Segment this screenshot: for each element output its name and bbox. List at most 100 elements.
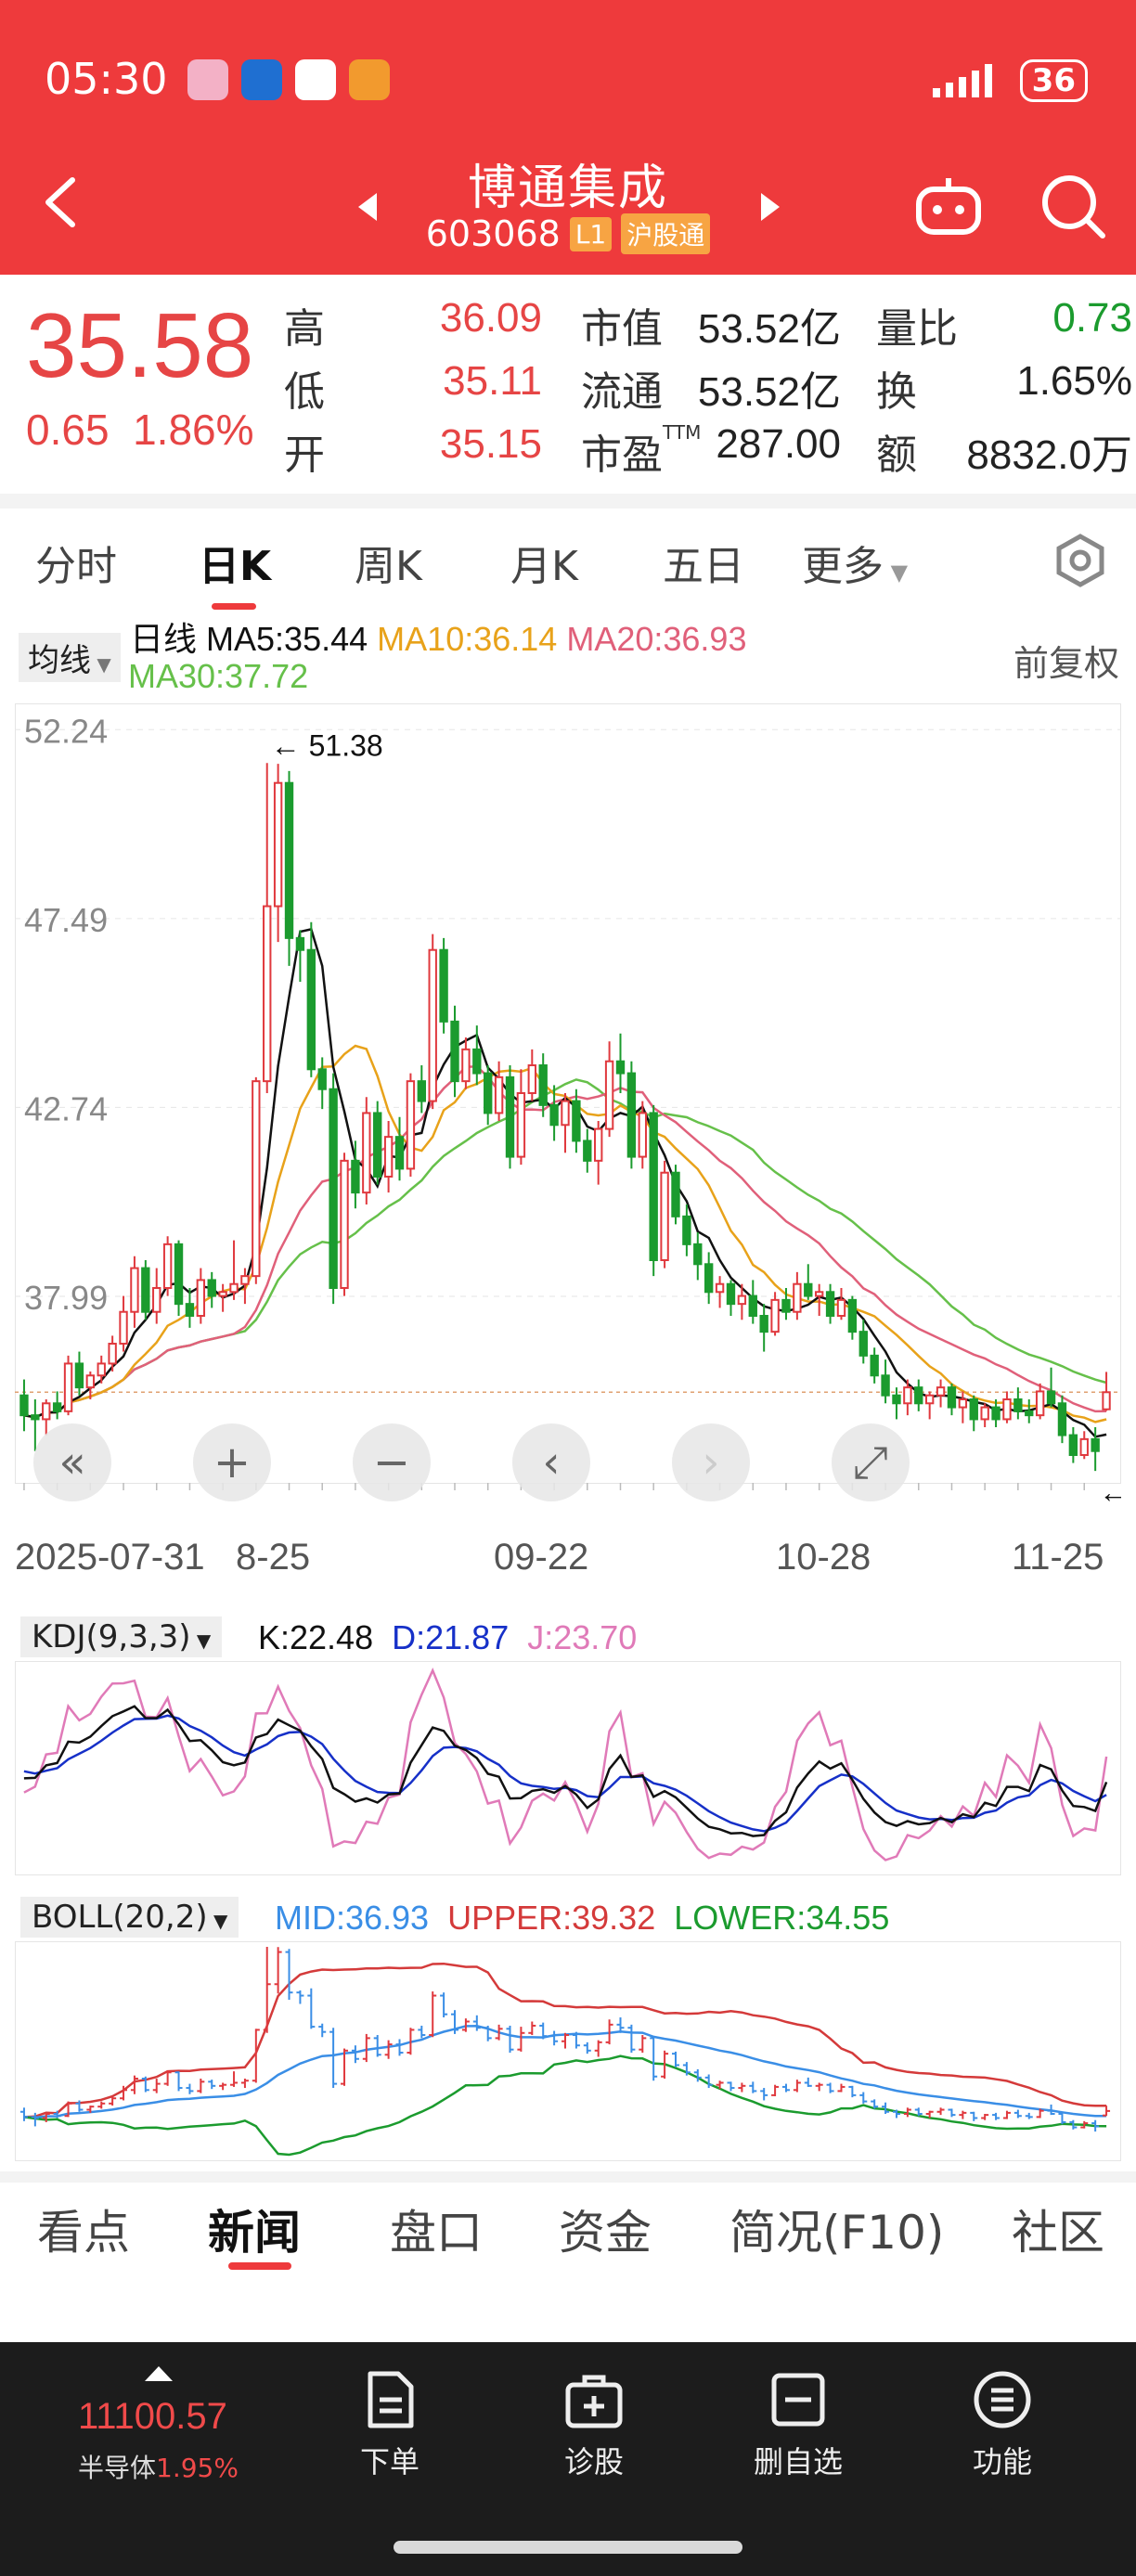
tab-order-book[interactable]: 盘口	[390, 2206, 483, 2260]
tab-capital[interactable]: 资金	[559, 2206, 652, 2260]
tab-weekly-k[interactable]: 周K	[355, 543, 422, 590]
candle	[1002, 1391, 1012, 1423]
candle-body	[406, 1080, 416, 1170]
candle	[362, 1097, 371, 1204]
step-right-button[interactable]: ›	[672, 1423, 750, 1501]
candle	[31, 1399, 40, 1451]
ohlc-bar	[86, 2106, 95, 2113]
candle	[207, 1271, 216, 1308]
candle-body	[1025, 1410, 1034, 1417]
turnover-value: 1.65%	[1016, 358, 1132, 404]
ohlc-bar	[781, 2083, 790, 2093]
ohlc-bar	[230, 2071, 239, 2087]
ohlc-bar	[793, 2080, 801, 2093]
candle	[726, 1280, 736, 1316]
zoom-in-button[interactable]: +	[193, 1423, 271, 1501]
boll-upper-value: UPPER:39.32	[447, 1899, 656, 1937]
ohlc-bar	[240, 2078, 249, 2089]
wallet-app-icon	[349, 59, 390, 100]
tab-news[interactable]: 新闻	[208, 2206, 301, 2260]
tab-daily-k[interactable]: 日K	[199, 543, 272, 590]
expand-up-icon[interactable]	[143, 2364, 174, 2383]
candle-body	[1035, 1390, 1045, 1417]
prev-stock-icon[interactable]	[356, 191, 381, 223]
fullscreen-button[interactable]: ⤢	[832, 1423, 910, 1501]
candle	[626, 1061, 637, 1169]
ohlc-bar	[484, 2025, 492, 2041]
candle-body	[870, 1354, 879, 1377]
vol-ratio-value: 0.73	[1052, 295, 1132, 341]
candle-body	[660, 1171, 669, 1262]
ohlc-bar	[42, 2112, 50, 2122]
candle-body	[229, 1282, 239, 1294]
ohlc-bar	[64, 2101, 72, 2118]
ohlc-bar	[583, 2041, 591, 2054]
candle	[615, 1033, 626, 1093]
tab-intraday[interactable]: 分时	[35, 543, 117, 590]
ohlc-bar	[53, 2110, 61, 2119]
tab-monthly-k[interactable]: 月K	[510, 543, 578, 590]
ma-legend: 日线 MA5:35.44 MA10:36.14 MA20:36.93	[130, 612, 746, 661]
candlestick-chart[interactable]: 52.24 47.49 42.74 37.99 ← 51.38 ← 34.10	[15, 703, 1121, 1520]
step-left-button[interactable]: ‹	[512, 1423, 590, 1501]
candle	[329, 1073, 338, 1305]
ohlc-bar	[31, 2112, 39, 2127]
ohlc-bar	[418, 2025, 426, 2039]
candle	[1068, 1427, 1078, 1463]
price-adjust-mode[interactable]: 前复权	[1013, 643, 1119, 684]
tab-five-day[interactable]: 五日	[663, 543, 744, 590]
candle-body	[969, 1398, 978, 1421]
candle-body	[52, 1402, 62, 1412]
ma10-value: MA10:36.14	[377, 620, 558, 658]
boll-selector-label: BOLL(20,2)	[32, 1899, 208, 1936]
kdj-chart[interactable]	[15, 1661, 1121, 1884]
candle-body	[825, 1291, 835, 1317]
ohlc-bar	[682, 2062, 691, 2076]
remove-watchlist-button[interactable]: 删自选	[724, 2370, 872, 2481]
candle	[759, 1304, 768, 1352]
scroll-left-button[interactable]: «	[33, 1423, 111, 1501]
ohlc-bar	[174, 2071, 183, 2092]
candle	[748, 1280, 757, 1324]
tab-more[interactable]: 更多 ▼	[802, 533, 908, 592]
place-order-button[interactable]: 下单	[316, 2370, 464, 2481]
ohlc-bar	[285, 1949, 293, 2001]
candle	[52, 1391, 62, 1420]
ohlc-bar	[141, 2076, 149, 2093]
back-arrow-icon[interactable]	[37, 174, 85, 230]
candle-body	[770, 1298, 780, 1333]
boll-selector[interactable]: BOLL(20,2) ▼	[20, 1897, 239, 1938]
candle-body	[1046, 1390, 1056, 1405]
chart-frame	[15, 703, 1121, 1484]
functions-button[interactable]: 功能	[928, 2370, 1077, 2481]
zoom-out-button[interactable]: −	[353, 1423, 431, 1501]
candle-body	[748, 1294, 757, 1317]
candle	[394, 1116, 405, 1181]
tab-profile-f10[interactable]: 简况(F10)	[729, 2206, 945, 2260]
ohlc-bar	[461, 2018, 470, 2032]
search-icon[interactable]	[1038, 171, 1108, 241]
kdj-selector[interactable]: KDJ(9,3,3) ▼	[20, 1616, 223, 1657]
index-value[interactable]: 11100.57	[78, 2396, 227, 2437]
boll-chart[interactable]	[15, 1941, 1121, 2168]
diagnose-button[interactable]: 诊股	[520, 2370, 668, 2481]
candle-body	[295, 936, 305, 951]
candle	[583, 1128, 592, 1173]
candle-body	[1068, 1434, 1078, 1456]
y-tick-label: 42.74	[24, 1089, 108, 1127]
candle	[814, 1283, 824, 1316]
ohlc-bar	[981, 2114, 989, 2120]
ohlc-bar	[627, 2024, 636, 2054]
candle	[119, 1295, 128, 1352]
candle	[317, 1057, 327, 1110]
assistant-robot-icon[interactable]	[913, 174, 984, 239]
indicator-selector[interactable]: 均线 ▼	[19, 633, 121, 682]
next-stock-icon[interactable]	[757, 191, 781, 223]
ohlc-bar	[925, 2110, 934, 2119]
ma20-value: MA20:36.93	[566, 620, 747, 658]
chart-settings-icon[interactable]	[1052, 533, 1108, 588]
tab-community[interactable]: 社区	[1012, 2206, 1104, 2260]
tab-highlights[interactable]: 看点	[37, 2206, 130, 2260]
candle-body	[682, 1215, 691, 1245]
candle	[892, 1387, 901, 1420]
